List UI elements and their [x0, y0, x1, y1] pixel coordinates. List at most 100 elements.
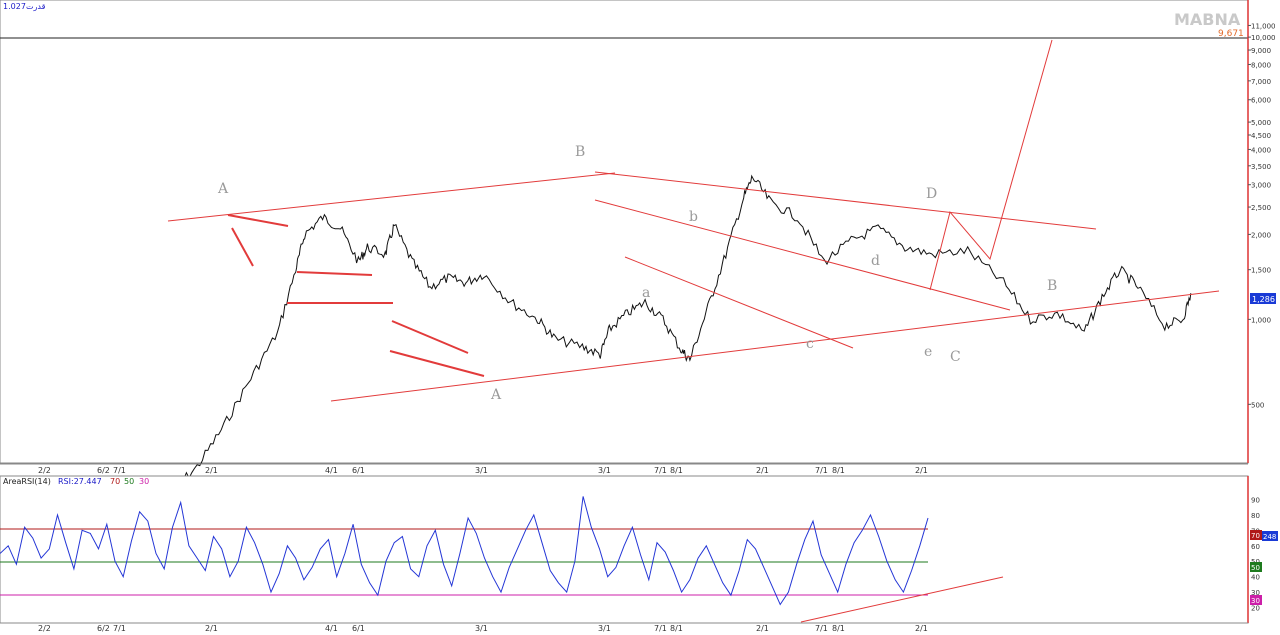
trendline-upper-2 [594, 171, 1097, 230]
rsi-tick-label: 80 [1251, 512, 1260, 520]
wave-label-B1: B [575, 144, 585, 160]
x-tick-label: 2/1 [915, 624, 928, 633]
rsi-tick-label: 90 [1251, 496, 1260, 504]
x-tick-label: 3/1 [598, 466, 611, 475]
flag-line-1a [227, 214, 289, 227]
price-tick-label: 8,000 [1251, 61, 1271, 69]
rsi-badge-70 [1250, 530, 1262, 540]
price-tick-label: 11,000 [1251, 22, 1276, 30]
price-tick-label: 9,000 [1251, 47, 1271, 55]
x-tick-label: 6/1 [352, 466, 365, 475]
trendline-upper-1 [167, 172, 616, 222]
x-tick-label: 2/1 [756, 466, 769, 475]
x-tick-label: 7/1 [815, 624, 828, 633]
trendline-a-bottom [624, 256, 854, 349]
wave-label-d: d [871, 253, 880, 269]
price-tick-label: 7,000 [1251, 78, 1271, 86]
rsi-title: AreaRSI(14) [3, 477, 51, 486]
trendline-lower-main [330, 290, 1220, 402]
price-tick-label: 500 [1251, 401, 1264, 409]
x-tick-label: 8/1 [832, 466, 845, 475]
rsi-series [0, 496, 929, 606]
price-tick-label: 2,500 [1251, 204, 1271, 212]
trendlines [167, 39, 1220, 402]
x-tick-label: 6/2 [97, 624, 110, 633]
price-tick-label: 3,000 [1251, 182, 1271, 190]
rsi-panel [0, 475, 1249, 624]
rsi-trendline [800, 576, 1004, 623]
x-tick-label: 3/1 [475, 466, 488, 475]
wave-label-C: C [950, 349, 961, 365]
x-tick-label: 2/1 [915, 466, 928, 475]
wave-label-A1: A [217, 181, 229, 197]
current-price-box [1250, 293, 1276, 304]
x-tick-label: 8/1 [832, 624, 845, 633]
wave-label-A2: A [490, 387, 502, 403]
price-series [169, 174, 1192, 493]
rsi-badge-70-text: 70 [1251, 532, 1260, 540]
x-tick-label: 7/1 [113, 466, 126, 475]
rsi-tick-label: 60 [1251, 543, 1260, 551]
x-tick-label: 4/1 [325, 466, 338, 475]
wave-label-B2: B [1047, 278, 1057, 294]
x-tick-label: 7/1 [113, 624, 126, 633]
wave-label-b: b [689, 209, 698, 225]
price-tick-label: 6,000 [1251, 97, 1271, 105]
x-tick-label: 6/1 [352, 624, 365, 633]
rsi-current-box [1262, 531, 1278, 541]
price-tick-label: 2,000 [1251, 231, 1271, 239]
rsi-tick-label: 20 [1251, 605, 1260, 613]
projection-path [929, 39, 1053, 291]
x-tick-label: 8/1 [670, 624, 683, 633]
flag-line-3b [389, 350, 485, 377]
x-axis-rsi: 2/2 6/2 7/1 2/1 4/1 6/1 3/1 3/1 7/1 8/1 2/1 7/1 8/1 2… [0, 622, 1248, 633]
price-panel [0, 0, 1249, 464]
price-tick-label: 1,000 [1251, 316, 1271, 324]
x-tick-label: 2/1 [205, 624, 218, 633]
x-tick-label: 2/2 [38, 624, 51, 633]
x-tick-label: 2/1 [205, 466, 218, 475]
rsi-badge-30 [1250, 595, 1262, 605]
rsi-badge-50 [1250, 562, 1262, 572]
rsi-level-30-label: 30 [139, 477, 149, 486]
price-tick-label: 4,000 [1251, 146, 1271, 154]
flag-line-1b [231, 227, 254, 267]
symbol-value: 1.027 [3, 2, 26, 11]
price-line [169, 174, 1192, 493]
trendline-b-top [594, 199, 1011, 311]
price-tick-label: 5,000 [1251, 119, 1271, 127]
wave-labels: A A B a b c d e C D B [217, 144, 1057, 403]
x-tick-label: 4/1 [325, 624, 338, 633]
x-tick-label: 3/1 [598, 624, 611, 633]
x-tick-label: 7/1 [815, 466, 828, 475]
rsi-readout: RSI:27.447 [58, 477, 102, 486]
rsi-tick-label: 30 [1251, 589, 1260, 597]
wave-label-e: e [924, 344, 932, 360]
rsi-tick-label: 40 [1251, 574, 1260, 582]
x-tick-label: 7/1 [654, 624, 667, 633]
rsi-current-value: 248 [1263, 533, 1276, 541]
symbol-name: قدرت [26, 2, 46, 11]
wave-label-D: D [926, 186, 937, 202]
current-price: 1,286 [1252, 295, 1275, 304]
rsi-level-70-label: 70 [110, 477, 120, 486]
high-marker: 9,671 [1218, 29, 1244, 39]
x-tick-label: 7/1 [654, 466, 667, 475]
rsi-badge-50-text: 50 [1251, 564, 1260, 572]
price-tick-label: 10,000 [1251, 34, 1276, 42]
price-axis: 11,000 10,000 9,000 8,000 7,000 6,000 5,000 4,5… [1248, 22, 1276, 409]
price-tick-label: 1,500 [1251, 267, 1271, 275]
price-tick-label: 3,500 [1251, 163, 1271, 171]
rsi-line [0, 496, 929, 606]
flag-line-3a [391, 320, 469, 354]
x-tick-label: 2/2 [38, 466, 51, 475]
x-tick-label: 3/1 [475, 624, 488, 633]
wave-label-a: a [642, 285, 650, 301]
x-tick-label: 6/2 [97, 466, 110, 475]
rsi-level-50-label: 50 [124, 477, 134, 486]
watermark-top: MABNA [1174, 10, 1241, 29]
x-axis-price: 2/2 6/2 7/1 2/1 4/1 6/1 3/1 3/1 7/1 8/1 2/1 7/1 8/1 2… [0, 463, 1248, 475]
x-tick-label: 2/1 [756, 624, 769, 633]
rsi-badge-30-text: 30 [1251, 597, 1260, 605]
